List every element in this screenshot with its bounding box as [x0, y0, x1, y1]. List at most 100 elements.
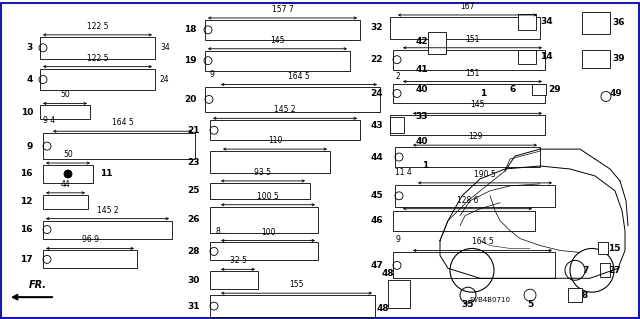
Bar: [393, 252, 555, 278]
Text: 3: 3: [27, 43, 33, 52]
Bar: [393, 84, 545, 103]
Text: 145 2: 145 2: [97, 206, 118, 215]
Text: 20: 20: [184, 95, 197, 104]
Text: 18: 18: [184, 26, 197, 34]
Bar: [43, 165, 93, 183]
Text: 145: 145: [270, 36, 285, 45]
Bar: [43, 221, 172, 239]
Bar: [518, 50, 536, 64]
Text: 122 5: 122 5: [87, 22, 108, 31]
Bar: [428, 32, 446, 54]
Text: 41: 41: [415, 65, 428, 74]
Text: 8: 8: [215, 226, 220, 236]
Text: 16: 16: [20, 169, 33, 178]
Bar: [568, 288, 582, 302]
Bar: [600, 263, 610, 277]
Text: 39: 39: [612, 54, 625, 63]
Text: 42: 42: [415, 37, 428, 46]
Text: 110: 110: [268, 136, 282, 145]
Text: 128 6: 128 6: [457, 196, 478, 205]
Text: 14: 14: [540, 52, 552, 61]
Text: 40: 40: [415, 137, 428, 146]
Text: 27: 27: [608, 266, 621, 275]
Bar: [205, 86, 380, 112]
Bar: [390, 17, 540, 39]
Bar: [210, 271, 258, 289]
Bar: [40, 105, 90, 119]
Text: 151: 151: [465, 69, 480, 78]
Circle shape: [64, 170, 72, 178]
Bar: [518, 14, 536, 30]
Text: 6: 6: [510, 85, 516, 94]
Text: 44: 44: [61, 180, 70, 189]
Text: 167: 167: [460, 2, 475, 11]
Bar: [205, 51, 350, 70]
Text: 50: 50: [60, 90, 70, 100]
Text: 40: 40: [415, 85, 428, 94]
Text: 31: 31: [188, 301, 200, 311]
Text: 48: 48: [377, 304, 389, 313]
Bar: [210, 151, 330, 173]
Text: 8: 8: [582, 291, 588, 300]
Bar: [210, 295, 375, 317]
Text: 129: 129: [468, 132, 482, 141]
Bar: [388, 280, 410, 308]
Text: 9 4: 9 4: [43, 116, 55, 125]
Text: 24: 24: [160, 75, 170, 84]
Text: 9: 9: [395, 235, 400, 244]
Text: 1: 1: [422, 161, 428, 170]
Text: 21: 21: [188, 126, 200, 135]
Text: 49: 49: [610, 89, 623, 98]
Text: 11 4: 11 4: [395, 168, 412, 177]
Text: 30: 30: [188, 276, 200, 285]
Text: 11: 11: [100, 169, 113, 178]
Text: 22: 22: [371, 55, 383, 64]
Bar: [598, 242, 608, 255]
Text: 43: 43: [371, 121, 383, 130]
Text: 145 2: 145 2: [274, 105, 296, 114]
Bar: [390, 115, 545, 135]
Text: 151: 151: [465, 35, 480, 44]
Text: 122 5: 122 5: [87, 54, 108, 63]
Text: 9: 9: [27, 142, 33, 151]
Text: 24: 24: [371, 89, 383, 98]
Text: 36: 36: [612, 19, 625, 27]
Bar: [210, 120, 360, 140]
Text: FR.: FR.: [29, 280, 47, 290]
Text: 44: 44: [371, 152, 383, 161]
Text: 4: 4: [27, 75, 33, 84]
Bar: [210, 207, 318, 233]
Text: 155: 155: [289, 280, 304, 289]
Text: 5: 5: [527, 300, 533, 309]
Text: 48: 48: [381, 269, 394, 278]
Text: 190 5: 190 5: [474, 170, 496, 179]
Text: 1: 1: [480, 89, 486, 98]
Bar: [43, 133, 195, 159]
Text: 28: 28: [188, 247, 200, 256]
Text: 34: 34: [160, 43, 170, 52]
Bar: [582, 12, 610, 34]
Text: 33: 33: [415, 112, 428, 121]
Bar: [40, 37, 155, 59]
Text: 7: 7: [582, 266, 588, 275]
Text: 164 5: 164 5: [111, 118, 133, 127]
Bar: [582, 50, 610, 68]
Text: 23: 23: [188, 158, 200, 167]
Text: 12: 12: [20, 197, 33, 206]
Bar: [43, 250, 137, 268]
Text: 93 5: 93 5: [255, 168, 271, 177]
Text: 35: 35: [461, 300, 474, 309]
Text: SVB4B0710: SVB4B0710: [470, 297, 511, 303]
Text: 47: 47: [371, 261, 383, 270]
Bar: [210, 183, 310, 199]
Bar: [393, 211, 535, 231]
Text: 19: 19: [184, 56, 197, 65]
Bar: [532, 84, 546, 95]
Text: 96 9: 96 9: [81, 235, 99, 244]
Text: 10: 10: [20, 108, 33, 117]
Bar: [390, 117, 404, 133]
Bar: [395, 147, 540, 167]
Bar: [40, 69, 155, 91]
Text: 34: 34: [540, 18, 552, 26]
Text: 16: 16: [20, 225, 33, 234]
